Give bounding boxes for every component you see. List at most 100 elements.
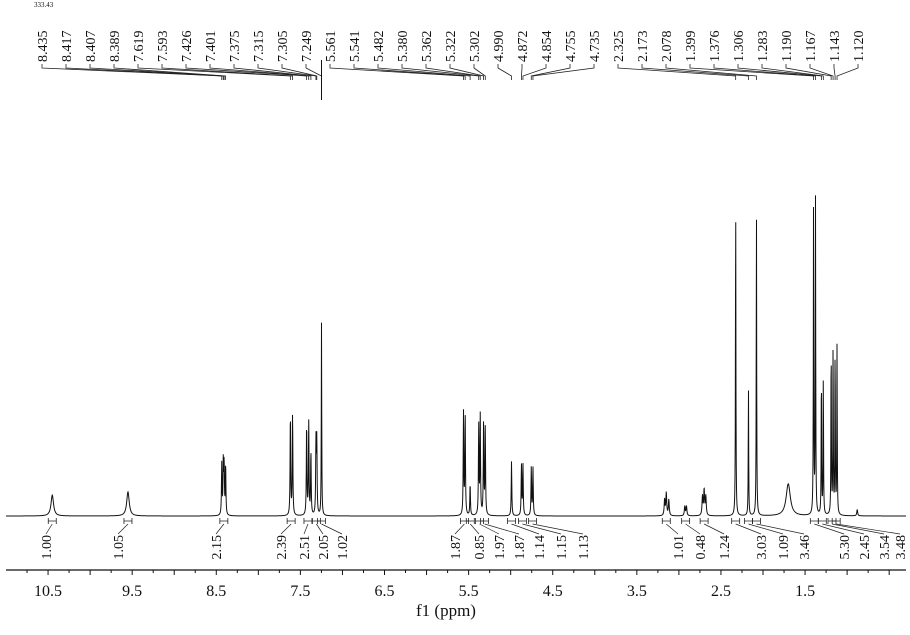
integral-label: 2.51 [298,535,313,560]
peak-label: 1.376 [708,31,723,63]
peak-label: 7.401 [204,31,219,63]
integral-label: 1.05 [112,535,127,560]
integral-connector [533,524,583,534]
integral-connector [748,524,783,534]
integral-label: 1.02 [336,535,351,560]
peak-connector [354,64,465,80]
integral-bracket [466,518,474,524]
x-tick-label: 1.5 [795,583,815,600]
peak-label: 7.305 [276,31,291,63]
integral-bracket [48,518,56,524]
peak-label: 4.990 [492,31,507,63]
integral-label: 3.48 [894,535,909,560]
integral-label: 5.30 [838,535,853,560]
integral-connector [756,524,804,534]
peak-label: 7.315 [252,31,267,63]
integral-connector [281,524,291,534]
integral-bracket [124,518,132,524]
integral-group: 1.001.052.152.392.512.051.021.870.851.97… [40,518,909,560]
peak-connector [42,64,222,80]
peak-connector [521,64,522,80]
peak-label: 8.389 [108,31,123,63]
integral-label: 3.46 [798,535,813,560]
integral-bracket [732,518,740,524]
peak-label: 4.854 [540,31,555,63]
peak-label: 1.120 [852,31,867,63]
integral-label: 1.14 [533,535,548,560]
x-axis: 10.59.58.57.56.55.54.53.52.51.5 [6,570,906,600]
integral-connector [666,524,678,534]
integral-connector [304,524,308,534]
peak-connector [426,64,480,80]
integral-bracket [744,518,752,524]
peak-label-group: 8.4358.4178.4078.3897.6197.5937.4267.401… [36,31,867,101]
peak-label: 5.541 [348,31,363,63]
integral-connector [836,524,900,534]
integral-connector [470,524,479,534]
integral-label: 1.00 [40,535,55,560]
integral-connector [118,524,128,534]
integral-connector [455,524,464,534]
integral-label: 2.05 [317,535,332,560]
peak-label: 5.380 [396,31,411,63]
x-tick-label: 10.5 [34,583,62,600]
integral-bracket [481,518,489,524]
integral-label: 1.01 [672,535,687,560]
integral-connector [216,524,224,534]
peak-label: 1.167 [804,31,819,63]
peak-connector [90,64,224,80]
peak-label: 4.735 [588,31,603,63]
peak-label: 7.619 [132,31,147,63]
integral-connector [704,524,724,534]
integral-label: 1.87 [449,535,464,560]
integral-bracket [304,518,312,524]
integral-bracket [220,518,228,524]
peak-label: 7.593 [156,31,171,63]
peak-label: 4.872 [516,31,531,63]
integral-label: 3.54 [878,535,893,560]
peak-connector [66,64,223,80]
integral-bracket [518,518,526,524]
integral-bracket [529,518,537,524]
integral-bracket [662,518,670,524]
integral-label: 0.48 [694,535,709,560]
integral-bracket [317,518,325,524]
x-tick-label: 6.5 [375,583,395,600]
peak-label: 2.173 [636,31,651,63]
peak-label: 7.375 [228,31,243,63]
x-tick-label: 5.5 [459,583,479,600]
integral-label: 3.03 [755,535,770,560]
peak-label: 1.283 [756,31,771,63]
integral-label: 1.87 [513,535,528,560]
x-tick-label: 2.5 [711,583,731,600]
peak-label: 7.249 [300,31,315,63]
peak-label: 1.306 [732,31,747,63]
peak-connector [498,64,512,80]
peak-connector [642,64,748,80]
peak-label: 1.399 [684,31,699,63]
peak-label: 2.078 [660,31,675,63]
integral-connector [736,524,761,534]
x-tick-label: 8.5 [206,583,226,600]
integral-label: 2.39 [275,535,290,560]
x-tick-label: 9.5 [122,583,142,600]
x-tick-label: 7.5 [290,583,310,600]
peak-label: 1.143 [828,31,843,63]
peak-label: 8.417 [60,31,75,63]
peak-connector [523,64,546,80]
peak-connector [762,64,823,80]
integral-label: 2.45 [858,535,873,560]
stray-header-text: 333.43 [34,1,54,9]
peak-connector [618,64,736,80]
integral-label: 1.97 [493,535,508,560]
x-tick-label: 4.5 [543,583,563,600]
peak-label: 7.426 [180,31,195,63]
peak-connector [258,64,316,80]
spectrum-group [6,195,906,516]
integral-label: 2.15 [210,535,225,560]
spectrum-trace [6,195,906,516]
integral-connector [686,524,700,534]
x-axis-title: f1 (ppm) [416,601,476,620]
integral-label: 1.24 [718,535,733,560]
